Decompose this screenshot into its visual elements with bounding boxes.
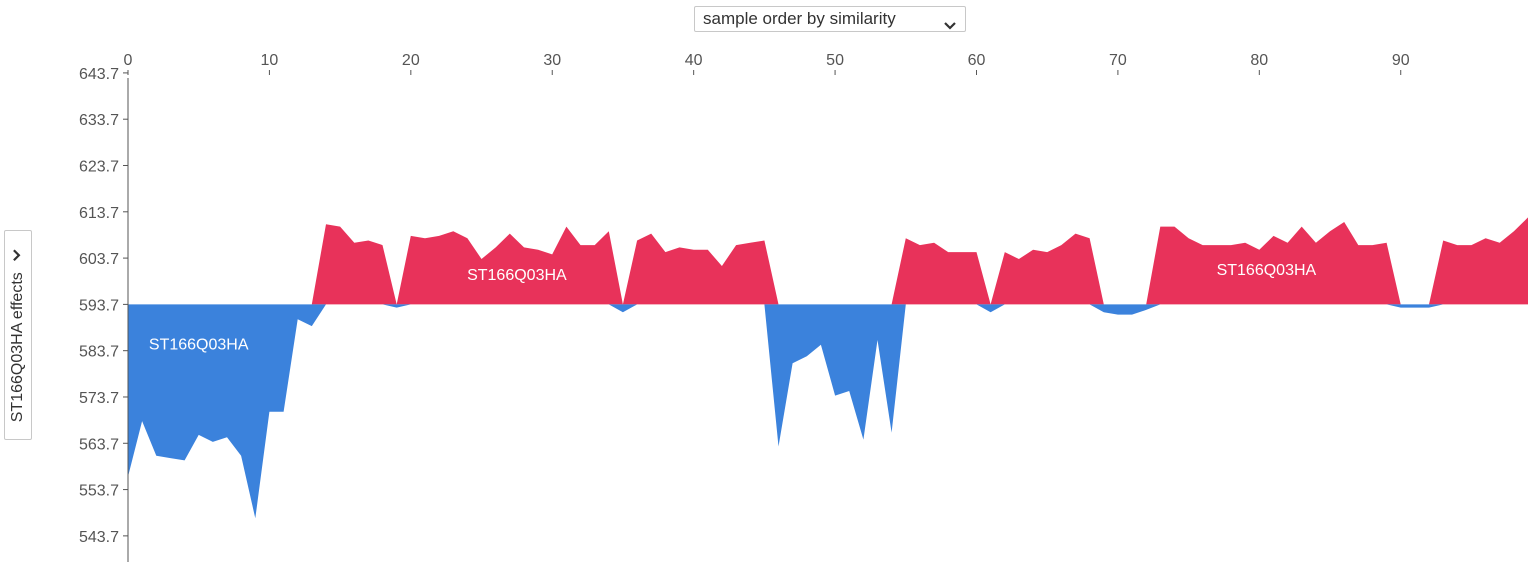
x-tick-label: 10 <box>261 52 279 69</box>
y-tick-label: 643.7 <box>79 66 119 83</box>
x-tick-label: 0 <box>124 52 133 69</box>
x-tick-label: 60 <box>968 52 986 69</box>
y-tick-label: 603.7 <box>79 251 119 268</box>
area-labels: ST166Q03HA ST166Q03HA ST166Q03HA <box>149 262 1317 353</box>
y-tick-label: 583.7 <box>79 344 119 361</box>
y-tick-label: 633.7 <box>79 112 119 129</box>
area-label: ST166Q03HA <box>1217 262 1317 279</box>
area-label: ST166Q03HA <box>467 267 567 284</box>
x-tick-label: 80 <box>1250 52 1268 69</box>
x-tick-label: 40 <box>685 52 703 69</box>
chevron-down-icon <box>9 248 27 262</box>
negative-effect-area <box>128 304 1528 519</box>
sample-order-select-value: sample order by similarity <box>703 9 896 28</box>
x-tick-label: 30 <box>543 52 561 69</box>
effects-select-value: ST166Q03HA effects <box>9 272 27 423</box>
y-tick-label: 563.7 <box>79 436 119 453</box>
y-tick-label: 553.7 <box>79 483 119 500</box>
positive-effect-area <box>128 217 1528 305</box>
y-tick-label: 543.7 <box>79 529 119 546</box>
y-tick-label: 613.7 <box>79 205 119 222</box>
area-label: ST166Q03HA <box>149 336 249 353</box>
x-tick-label: 20 <box>402 52 420 69</box>
y-tick-label: 623.7 <box>79 159 119 176</box>
axes: 0 10 20 30 40 50 60 70 80 90 543.7 553.7 563.7 573.7 5… <box>79 52 1410 562</box>
effect-areas <box>128 217 1528 519</box>
x-tick-label: 70 <box>1109 52 1127 69</box>
x-tick-label: 50 <box>826 52 844 69</box>
effects-feature-select[interactable]: ST166Q03HA effects <box>4 230 32 440</box>
chevron-down-icon <box>943 14 957 38</box>
y-tick-label: 573.7 <box>79 390 119 407</box>
y-tick-label: 593.7 <box>79 297 119 314</box>
x-tick-label: 90 <box>1392 52 1410 69</box>
sample-order-select[interactable]: sample order by similarity <box>694 6 966 32</box>
